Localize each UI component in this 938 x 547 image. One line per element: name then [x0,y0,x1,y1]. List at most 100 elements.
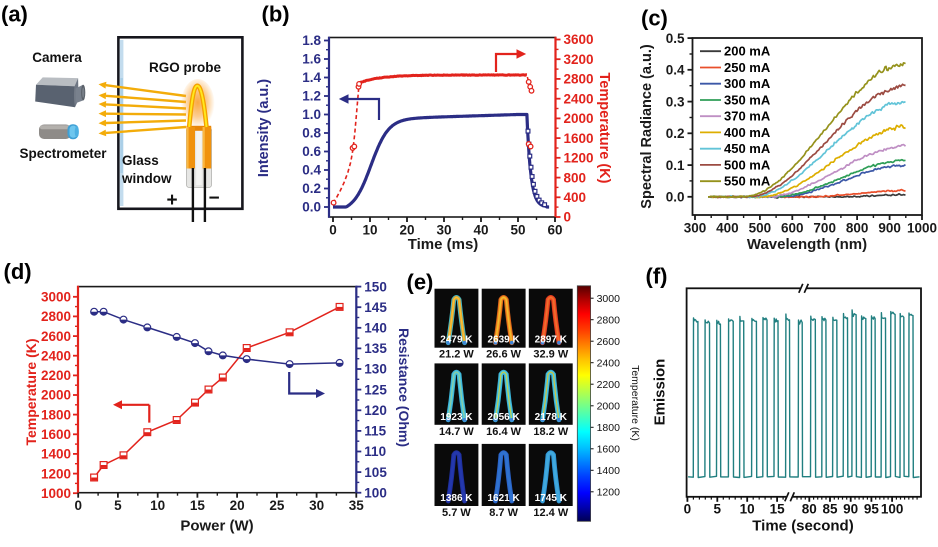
svg-text:1745 K: 1745 K [535,493,568,504]
svg-text:Spectral Radiance (a.u.): Spectral Radiance (a.u.) [639,44,655,209]
svg-text:Temperature (K): Temperature (K) [23,338,39,445]
svg-text:100: 100 [364,485,387,500]
svg-text:85: 85 [822,501,838,516]
svg-text:80: 80 [802,501,817,516]
svg-text:1200: 1200 [564,151,594,166]
svg-text:140: 140 [364,321,387,336]
svg-text:(f): (f) [646,264,668,289]
svg-text:1800: 1800 [41,407,71,422]
svg-text:0.0: 0.0 [302,200,321,215]
svg-text:−: − [208,188,219,209]
svg-text:Time (ms): Time (ms) [408,236,479,253]
svg-text:1400: 1400 [41,447,71,462]
svg-text:Wavelength (nm): Wavelength (nm) [747,236,867,253]
svg-text:(a): (a) [1,1,28,26]
svg-text:2897 K: 2897 K [535,335,568,346]
svg-text:2479 K: 2479 K [440,335,473,346]
svg-text:1600: 1600 [41,427,71,442]
svg-text:2600: 2600 [41,329,71,344]
svg-text:0.8: 0.8 [302,126,321,141]
svg-text:3200: 3200 [564,52,594,67]
svg-text:550 mA: 550 mA [724,174,771,189]
svg-text:250 mA: 250 mA [724,60,771,75]
svg-text:3000: 3000 [597,293,621,305]
svg-text:Time (second): Time (second) [752,518,853,535]
svg-text:1.0: 1.0 [302,107,321,122]
svg-text:1200: 1200 [597,487,621,499]
svg-text:200 mA: 200 mA [724,44,771,59]
svg-text:1600: 1600 [597,444,621,456]
svg-text:500: 500 [749,221,772,236]
svg-text:8.7 W: 8.7 W [489,507,518,519]
svg-text:25: 25 [269,498,285,513]
svg-text:95: 95 [864,501,880,516]
svg-text:21.2 W: 21.2 W [439,349,474,361]
svg-text:Power (W): Power (W) [180,518,253,535]
svg-text:0.4: 0.4 [666,63,685,78]
svg-text:14.7 W: 14.7 W [439,426,474,438]
svg-text:Temperature (K): Temperature (K) [596,73,612,184]
svg-text:1000: 1000 [41,486,71,501]
svg-text:450 mA: 450 mA [724,141,771,156]
svg-text:1400: 1400 [597,465,621,477]
svg-text:30: 30 [436,223,451,238]
svg-text:1386 K: 1386 K [440,493,473,504]
svg-text:32.9 W: 32.9 W [533,349,568,361]
svg-text:0: 0 [684,501,692,516]
svg-text:10: 10 [362,223,377,238]
svg-text:400: 400 [564,190,587,205]
svg-text:370 mA: 370 mA [724,109,771,124]
svg-text:1.8: 1.8 [302,33,321,48]
svg-text:2800: 2800 [564,72,594,87]
svg-text:5: 5 [114,498,122,513]
svg-text:0.6: 0.6 [302,144,321,159]
svg-text:30: 30 [309,498,324,513]
svg-text:2000: 2000 [564,111,594,126]
svg-text:(e): (e) [407,269,434,294]
svg-text:900: 900 [878,221,901,236]
svg-text:110: 110 [364,444,386,459]
svg-text:Temperature (K): Temperature (K) [629,365,641,441]
svg-text:1.2: 1.2 [302,89,321,104]
svg-text:1923 K: 1923 K [440,412,473,423]
svg-text:1600: 1600 [564,131,594,146]
svg-text:(d): (d) [4,259,32,284]
svg-text:0.2: 0.2 [666,126,685,141]
svg-text:(c): (c) [641,5,668,30]
svg-text:0.2: 0.2 [302,181,321,196]
svg-text:Spectrometer: Spectrometer [19,146,107,161]
svg-text:400: 400 [716,221,739,236]
svg-text:26.6 W: 26.6 W [486,349,521,361]
svg-text:2639 K: 2639 K [487,335,520,346]
svg-text:60: 60 [547,223,562,238]
svg-text:400 mA: 400 mA [724,125,771,140]
svg-text:500 mA: 500 mA [724,157,771,172]
svg-text:2178 K: 2178 K [535,412,568,423]
svg-text:window: window [121,171,172,186]
svg-text:+: + [166,190,177,211]
svg-text:105: 105 [364,465,387,480]
svg-text:20: 20 [230,498,245,513]
svg-text:150: 150 [364,279,387,294]
svg-text:800: 800 [846,221,869,236]
svg-text:2600: 2600 [597,336,621,348]
svg-text:10: 10 [150,498,165,513]
svg-text:120: 120 [364,403,387,418]
svg-text:RGO probe: RGO probe [149,60,221,75]
svg-text:2400: 2400 [597,358,621,370]
svg-text:12.4 W: 12.4 W [533,507,568,519]
svg-text:0.3: 0.3 [666,94,685,109]
svg-text:2000: 2000 [41,388,71,403]
svg-text:115: 115 [364,424,386,439]
svg-text:100: 100 [881,501,904,516]
svg-text:0.1: 0.1 [666,158,685,173]
svg-text:350 mA: 350 mA [724,93,771,108]
svg-text:Intensity (a.u.): Intensity (a.u.) [256,79,272,177]
svg-text:600: 600 [781,221,804,236]
svg-text:15: 15 [770,501,786,516]
svg-text:20: 20 [399,223,414,238]
svg-text:0.5: 0.5 [666,31,685,46]
svg-text:40: 40 [473,223,488,238]
svg-text:2800: 2800 [41,309,71,324]
svg-text:5: 5 [714,501,722,516]
